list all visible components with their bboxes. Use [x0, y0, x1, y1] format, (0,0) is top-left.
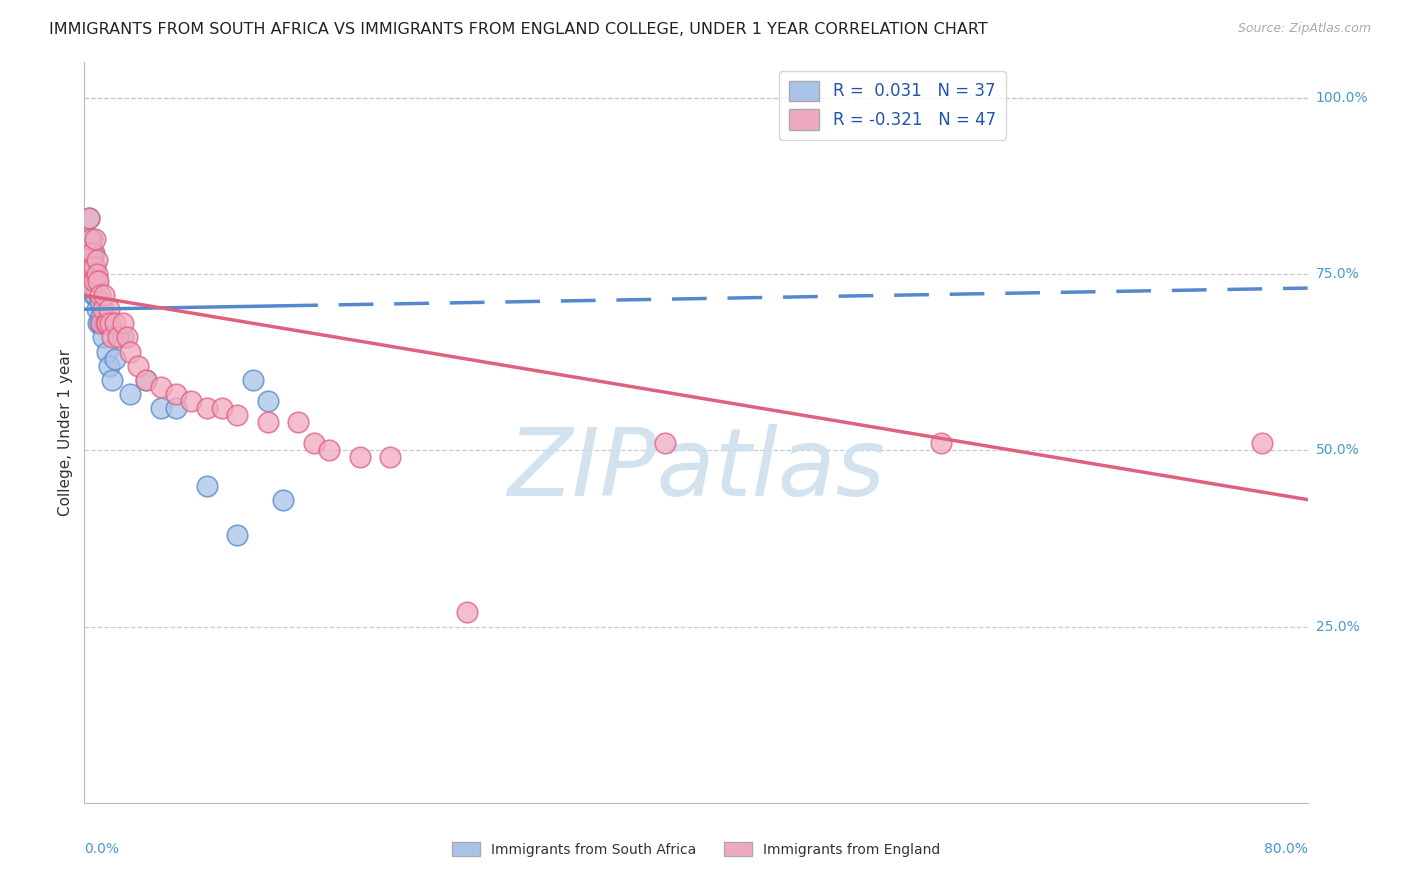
Point — [107, 330, 129, 344]
Point — [302, 436, 325, 450]
Point — [271, 492, 294, 507]
Point — [86, 252, 108, 267]
Point — [165, 401, 187, 415]
Y-axis label: College, Under 1 year: College, Under 1 year — [58, 349, 73, 516]
Point — [90, 310, 112, 324]
Point — [101, 373, 124, 387]
Point — [380, 450, 402, 465]
Point — [76, 267, 98, 281]
Text: Source: ZipAtlas.com: Source: ZipAtlas.com — [1237, 22, 1371, 36]
Point — [89, 288, 111, 302]
Point — [84, 232, 107, 246]
Point — [104, 316, 127, 330]
Text: 50.0%: 50.0% — [1316, 443, 1360, 458]
Point — [77, 245, 100, 260]
Point — [83, 288, 105, 302]
Text: IMMIGRANTS FROM SOUTH AFRICA VS IMMIGRANTS FROM ENGLAND COLLEGE, UNDER 1 YEAR CO: IMMIGRANTS FROM SOUTH AFRICA VS IMMIGRAN… — [49, 22, 988, 37]
Point — [1250, 436, 1272, 450]
Point — [111, 316, 134, 330]
Point — [90, 316, 112, 330]
Point — [96, 316, 118, 330]
Text: ZIPatlas: ZIPatlas — [508, 424, 884, 516]
Point — [79, 232, 101, 246]
Point — [93, 288, 115, 302]
Point — [318, 443, 340, 458]
Point — [120, 387, 142, 401]
Text: 25.0%: 25.0% — [1316, 620, 1360, 633]
Point — [257, 393, 280, 408]
Point — [76, 260, 98, 274]
Point — [86, 274, 108, 288]
Point — [111, 330, 134, 344]
Text: 80.0%: 80.0% — [1264, 842, 1308, 855]
Point — [84, 260, 107, 274]
Point — [135, 373, 157, 387]
Point — [89, 295, 111, 310]
Point — [349, 450, 371, 465]
Point — [80, 252, 103, 267]
Point — [127, 359, 149, 373]
Point — [76, 245, 98, 260]
Point — [80, 267, 103, 281]
Point — [654, 436, 676, 450]
Point — [180, 393, 202, 408]
Point — [94, 316, 117, 330]
Point — [76, 260, 98, 274]
Point — [97, 359, 120, 373]
Text: 100.0%: 100.0% — [1316, 91, 1368, 104]
Point — [87, 274, 110, 288]
Point — [89, 316, 111, 330]
Point — [83, 267, 105, 281]
Point — [79, 260, 101, 274]
Text: 75.0%: 75.0% — [1316, 267, 1360, 281]
Point — [120, 344, 142, 359]
Point — [79, 260, 101, 274]
Point — [226, 528, 249, 542]
Point — [93, 316, 115, 330]
Point — [83, 260, 105, 274]
Point — [257, 415, 280, 429]
Point — [86, 267, 108, 281]
Point — [135, 373, 157, 387]
Point — [80, 281, 103, 295]
Point — [97, 302, 120, 317]
Point — [195, 401, 218, 415]
Point — [104, 351, 127, 366]
Point — [79, 232, 101, 246]
Point — [242, 373, 264, 387]
Point — [287, 415, 309, 429]
Point — [77, 211, 100, 225]
Legend: Immigrants from South Africa, Immigrants from England: Immigrants from South Africa, Immigrants… — [446, 837, 946, 863]
Point — [77, 211, 100, 225]
Text: 0.0%: 0.0% — [84, 842, 120, 855]
Point — [79, 281, 101, 295]
Point — [80, 245, 103, 260]
Point — [149, 401, 172, 415]
Point — [86, 302, 108, 317]
Point — [96, 344, 118, 359]
Point — [83, 274, 105, 288]
Point — [83, 245, 105, 260]
Point — [84, 288, 107, 302]
Point — [77, 267, 100, 281]
Point — [80, 260, 103, 274]
Point — [80, 232, 103, 246]
Point — [149, 380, 172, 394]
Point — [91, 302, 114, 317]
Point — [195, 478, 218, 492]
Point — [929, 436, 952, 450]
Point — [115, 330, 138, 344]
Point — [211, 401, 233, 415]
Point — [98, 316, 121, 330]
Point — [165, 387, 187, 401]
Point — [456, 606, 478, 620]
Point — [87, 316, 110, 330]
Point — [91, 330, 114, 344]
Point — [101, 330, 124, 344]
Point — [226, 408, 249, 422]
